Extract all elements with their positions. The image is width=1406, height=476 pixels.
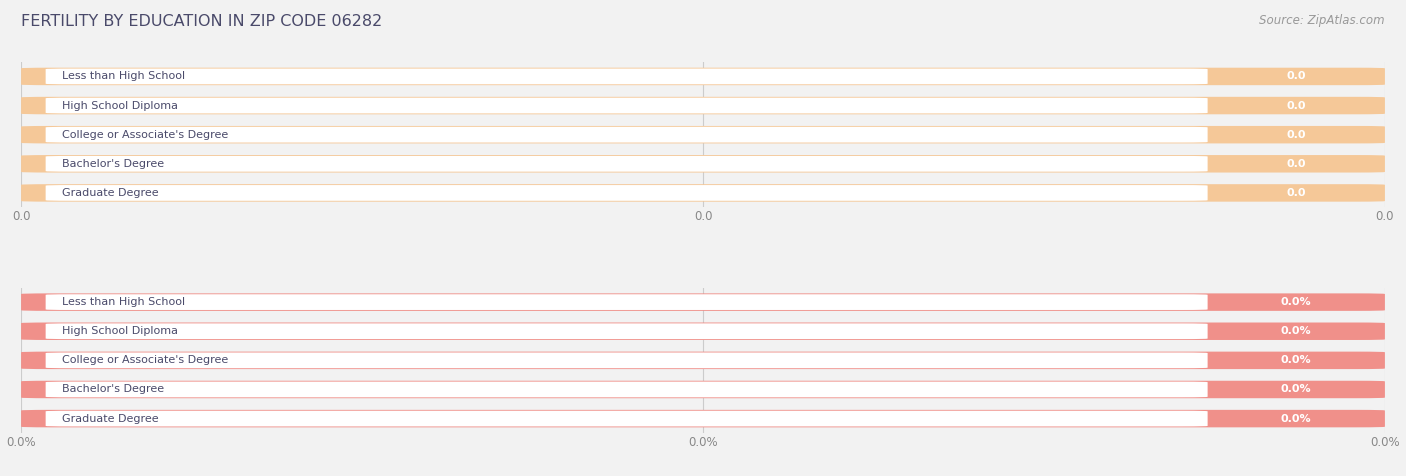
FancyBboxPatch shape xyxy=(21,323,1385,340)
Text: Less than High School: Less than High School xyxy=(62,71,186,81)
Text: 0.0: 0.0 xyxy=(1286,100,1306,110)
Text: 0.0%: 0.0% xyxy=(1281,356,1312,366)
Text: 0.0: 0.0 xyxy=(1286,188,1306,198)
FancyBboxPatch shape xyxy=(21,293,1385,311)
FancyBboxPatch shape xyxy=(45,69,1208,84)
FancyBboxPatch shape xyxy=(21,352,1385,369)
FancyBboxPatch shape xyxy=(21,126,1385,143)
FancyBboxPatch shape xyxy=(45,353,1208,368)
Text: FERTILITY BY EDUCATION IN ZIP CODE 06282: FERTILITY BY EDUCATION IN ZIP CODE 06282 xyxy=(21,14,382,30)
Text: 0.0%: 0.0% xyxy=(1281,326,1312,336)
Text: 0.0%: 0.0% xyxy=(1281,385,1312,395)
FancyBboxPatch shape xyxy=(45,98,1208,113)
Text: Bachelor's Degree: Bachelor's Degree xyxy=(62,159,165,169)
Text: 0.0: 0.0 xyxy=(1286,159,1306,169)
FancyBboxPatch shape xyxy=(21,68,1385,85)
FancyBboxPatch shape xyxy=(45,323,1208,339)
Text: Graduate Degree: Graduate Degree xyxy=(62,188,159,198)
Text: High School Diploma: High School Diploma xyxy=(62,326,179,336)
FancyBboxPatch shape xyxy=(21,97,1385,114)
FancyBboxPatch shape xyxy=(21,184,1385,202)
FancyBboxPatch shape xyxy=(45,294,1208,310)
FancyBboxPatch shape xyxy=(45,185,1208,201)
Text: High School Diploma: High School Diploma xyxy=(62,100,179,110)
Text: Bachelor's Degree: Bachelor's Degree xyxy=(62,385,165,395)
FancyBboxPatch shape xyxy=(21,155,1385,172)
Text: College or Associate's Degree: College or Associate's Degree xyxy=(62,129,228,139)
Text: 0.0%: 0.0% xyxy=(1281,414,1312,424)
FancyBboxPatch shape xyxy=(45,382,1208,397)
FancyBboxPatch shape xyxy=(45,127,1208,142)
Text: College or Associate's Degree: College or Associate's Degree xyxy=(62,356,228,366)
FancyBboxPatch shape xyxy=(45,411,1208,426)
Text: Source: ZipAtlas.com: Source: ZipAtlas.com xyxy=(1260,14,1385,27)
FancyBboxPatch shape xyxy=(21,381,1385,398)
Text: Graduate Degree: Graduate Degree xyxy=(62,414,159,424)
FancyBboxPatch shape xyxy=(45,156,1208,172)
Text: 0.0%: 0.0% xyxy=(1281,297,1312,307)
FancyBboxPatch shape xyxy=(21,410,1385,427)
Text: 0.0: 0.0 xyxy=(1286,71,1306,81)
Text: 0.0: 0.0 xyxy=(1286,129,1306,139)
Text: Less than High School: Less than High School xyxy=(62,297,186,307)
